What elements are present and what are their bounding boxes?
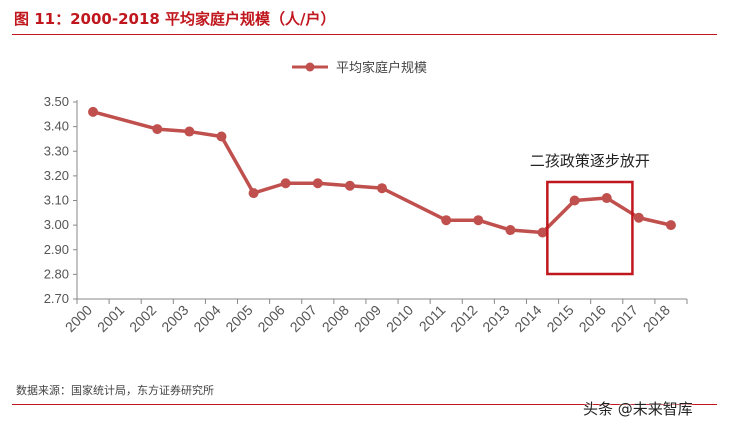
y-tick-label: 3.30 <box>44 143 69 158</box>
y-tick-label: 2.80 <box>44 266 69 281</box>
data-point <box>280 178 291 189</box>
data-point <box>633 212 644 223</box>
annotation-label: 二孩政策逐步放开 <box>530 152 650 170</box>
data-point <box>88 106 99 117</box>
data-point <box>344 180 355 191</box>
legend-label: 平均家庭户规模 <box>336 60 427 76</box>
data-point <box>601 193 612 204</box>
data-point <box>665 220 676 231</box>
data-point <box>184 126 195 137</box>
y-tick-label: 3.10 <box>44 193 69 208</box>
data-point <box>248 188 259 199</box>
x-tick-label: 2013 <box>479 302 512 335</box>
series-line <box>92 110 672 235</box>
data-point <box>569 195 580 206</box>
y-tick-label: 3.00 <box>44 217 69 232</box>
data-point <box>537 227 548 238</box>
x-tick-label: 2001 <box>94 302 127 335</box>
x-tick-label: 2018 <box>640 302 673 335</box>
title-rule <box>12 34 717 35</box>
y-tick-label: 3.20 <box>44 168 69 183</box>
x-tick-label: 2004 <box>190 302 223 335</box>
y-tick-label: 2.90 <box>44 242 69 257</box>
x-tick-label: 2016 <box>576 302 609 335</box>
data-point <box>473 215 484 226</box>
x-tick-label: 2005 <box>222 302 255 335</box>
footer-rule <box>12 404 717 405</box>
data-point <box>216 131 227 142</box>
x-tick-label: 2014 <box>511 302 544 335</box>
y-tick-label: 3.50 <box>44 94 69 109</box>
highlight-box <box>546 180 634 276</box>
data-point <box>312 178 323 189</box>
legend-marker <box>305 62 315 72</box>
x-tick-label: 2009 <box>351 302 384 335</box>
x-tick-label: 2007 <box>287 302 320 335</box>
x-tick-label: 2002 <box>126 302 159 335</box>
data-point <box>505 225 516 236</box>
x-tick-label: 2000 <box>62 302 95 335</box>
data-point <box>152 124 163 135</box>
x-tick-label: 2003 <box>158 302 191 335</box>
x-tick-label: 2011 <box>416 302 449 335</box>
data-point <box>441 215 452 226</box>
x-tick-label: 2008 <box>319 302 352 335</box>
y-tick-label: 2.70 <box>44 291 69 306</box>
watermark: 头条 @未来智库 <box>583 400 693 418</box>
x-tick-label: 2017 <box>608 302 641 335</box>
data-source: 数据来源：国家统计局，东方证券研究所 <box>16 384 214 397</box>
x-tick-label: 2006 <box>254 302 287 335</box>
y-tick-label: 3.40 <box>44 119 69 134</box>
data-point <box>377 183 387 194</box>
x-tick-label: 2010 <box>383 302 416 335</box>
x-tick-label: 2015 <box>543 302 576 335</box>
x-tick-label: 2012 <box>447 302 480 335</box>
figure-title: 图 11：2000-2018 平均家庭户规模（人/户） <box>14 10 336 28</box>
